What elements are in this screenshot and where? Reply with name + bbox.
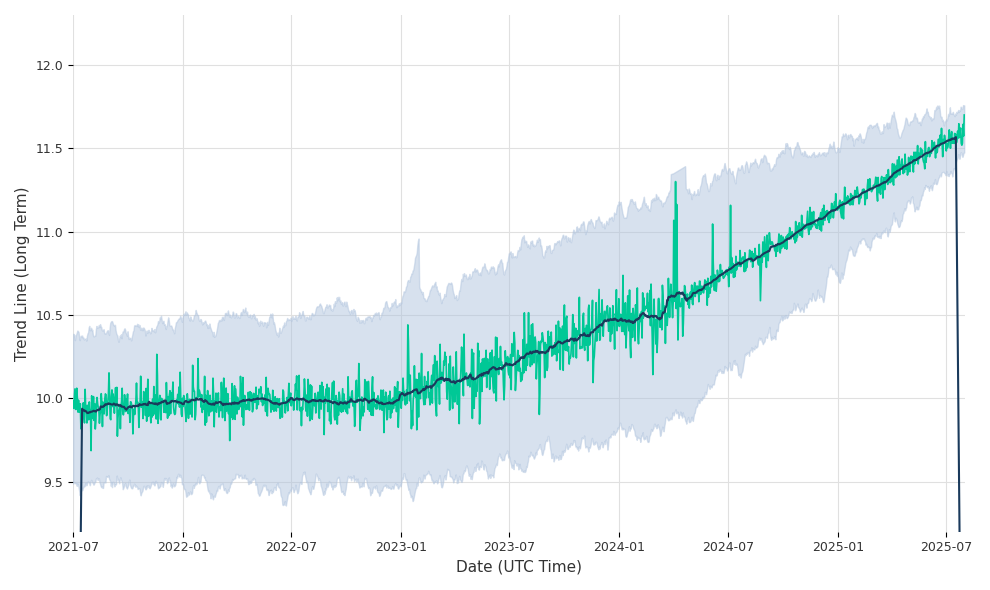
X-axis label: Date (UTC Time): Date (UTC Time) — [456, 560, 582, 575]
Y-axis label: Trend Line (Long Term): Trend Line (Long Term) — [15, 186, 30, 360]
